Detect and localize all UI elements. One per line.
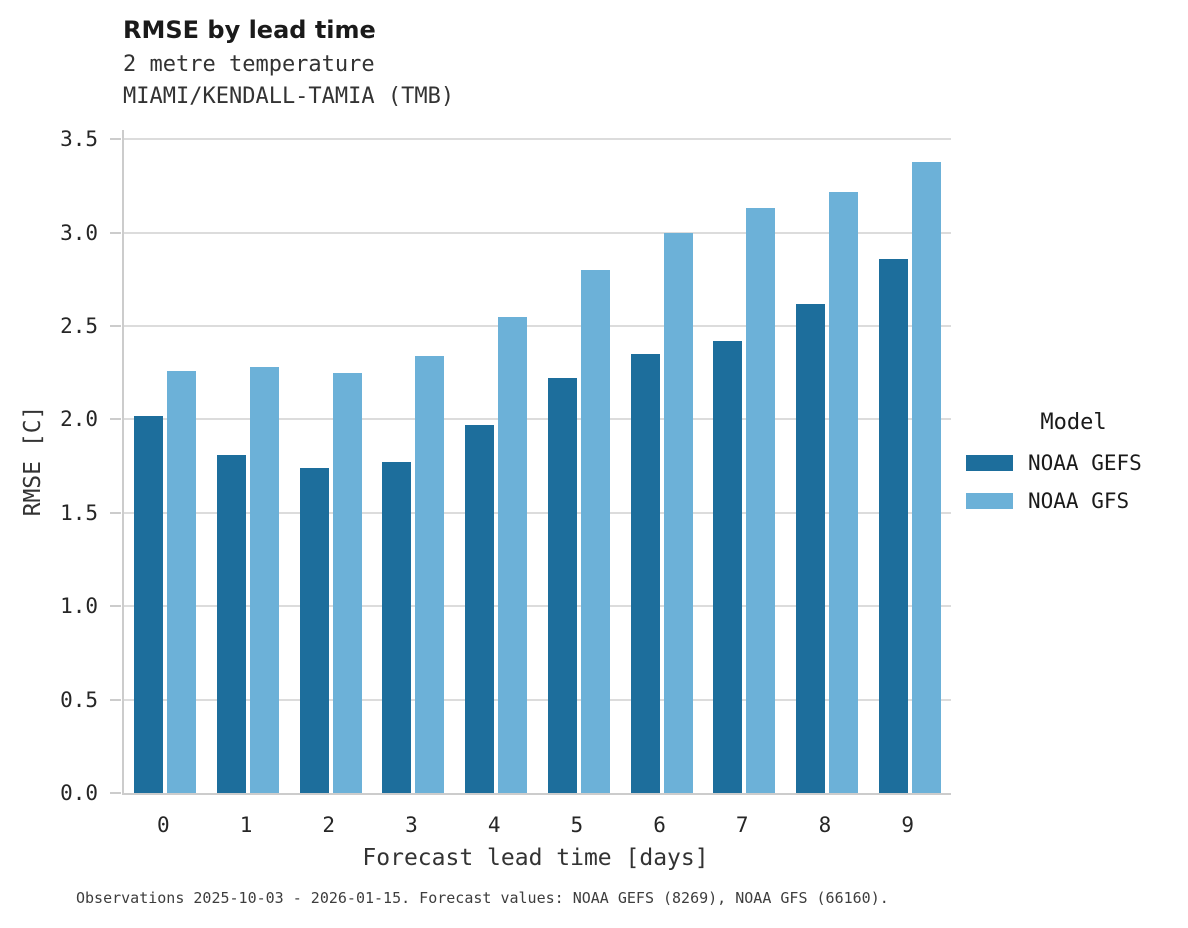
bar-noaa-gfs-day-6 bbox=[663, 232, 693, 793]
bar-group-day-2 bbox=[289, 130, 372, 793]
x-tick-label-6: 6 bbox=[653, 813, 666, 837]
bar-noaa-gefs-day-2 bbox=[299, 468, 329, 793]
bar-noaa-gefs-day-9 bbox=[878, 258, 908, 793]
bar-group-day-9 bbox=[868, 130, 951, 793]
bar-noaa-gfs-day-3 bbox=[415, 356, 445, 793]
bar-group-day-1 bbox=[207, 130, 290, 793]
x-tick-label-9: 9 bbox=[901, 813, 914, 837]
y-tick-label-2.0: 2.0 bbox=[60, 407, 98, 432]
gridline-y-0.5 bbox=[124, 698, 951, 701]
bar-noaa-gfs-day-2 bbox=[332, 372, 362, 793]
chart-title: RMSE by lead time bbox=[123, 16, 376, 44]
bar-noaa-gfs-day-8 bbox=[828, 191, 858, 793]
bar-group-day-7 bbox=[703, 130, 786, 793]
y-tick-label-0.5: 0.5 bbox=[60, 687, 98, 712]
bar-noaa-gefs-day-3 bbox=[382, 462, 412, 793]
bar-group-day-4 bbox=[455, 130, 538, 793]
x-tick-label-7: 7 bbox=[735, 813, 749, 837]
gridline-y-2.5 bbox=[124, 325, 951, 328]
gridline-y-2.0 bbox=[124, 418, 951, 421]
y-tick-mark-2.5 bbox=[110, 325, 121, 328]
x-tick-label-0: 0 bbox=[157, 813, 170, 837]
legend-label-noaa-gefs: NOAA GEFS bbox=[1028, 451, 1142, 475]
bar-group-day-8 bbox=[786, 130, 869, 793]
x-tick-label-1: 1 bbox=[239, 813, 253, 837]
bar-noaa-gfs-day-1 bbox=[250, 367, 280, 793]
x-tick-label-4: 4 bbox=[487, 813, 501, 837]
y-tick-label-3.0: 3.0 bbox=[60, 220, 98, 245]
y-tick-mark-3.0 bbox=[110, 231, 121, 234]
x-tick-label-3: 3 bbox=[405, 813, 418, 837]
legend-entry-noaa-gefs: NOAA GEFS bbox=[966, 451, 1181, 475]
bar-noaa-gefs-day-0 bbox=[134, 415, 164, 793]
chart-subtitle-station: MIAMI/KENDALL-TAMIA (TMB) bbox=[123, 84, 455, 109]
bar-noaa-gfs-day-9 bbox=[911, 161, 941, 793]
legend-swatch-noaa-gefs bbox=[966, 455, 1013, 471]
y-tick-mark-0.5 bbox=[110, 698, 121, 701]
y-tick-label-2.5: 2.5 bbox=[60, 314, 98, 339]
bar-group-day-5 bbox=[538, 130, 621, 793]
y-tick-label-0.0: 0.0 bbox=[60, 781, 98, 805]
bar-noaa-gfs-day-0 bbox=[167, 370, 197, 793]
bar-noaa-gefs-day-6 bbox=[630, 354, 660, 793]
bar-noaa-gefs-day-4 bbox=[465, 425, 495, 793]
y-tick-mark-3.5 bbox=[110, 138, 121, 141]
bar-noaa-gefs-day-7 bbox=[713, 341, 743, 793]
bar-noaa-gefs-day-5 bbox=[547, 378, 577, 793]
legend-label-noaa-gfs: NOAA GFS bbox=[1028, 489, 1130, 513]
x-tick-label-2: 2 bbox=[322, 813, 336, 837]
legend-entry-noaa-gfs: NOAA GFS bbox=[966, 489, 1181, 513]
bar-noaa-gefs-day-1 bbox=[217, 455, 247, 793]
gridline-y-3.5 bbox=[124, 138, 951, 141]
y-tick-mark-1.5 bbox=[110, 511, 121, 514]
y-tick-label-3.5: 3.5 bbox=[60, 127, 98, 152]
chart-subtitle-variable: 2 metre temperature bbox=[123, 52, 375, 77]
bar-noaa-gefs-day-8 bbox=[795, 303, 825, 793]
legend-title: Model bbox=[1040, 410, 1107, 435]
bar-noaa-gfs-day-4 bbox=[498, 316, 528, 793]
gridline-y-1.5 bbox=[124, 511, 951, 514]
gridline-y-3.0 bbox=[124, 231, 951, 234]
bar-group-day-3 bbox=[372, 130, 455, 793]
legend-swatch-noaa-gfs bbox=[966, 493, 1013, 509]
y-tick-mark-0.0 bbox=[110, 792, 121, 794]
bar-noaa-gfs-day-7 bbox=[746, 208, 776, 793]
x-tick-label-5: 5 bbox=[570, 813, 584, 837]
y-tick-label-1.5: 1.5 bbox=[60, 500, 98, 525]
legend: Model NOAA GEFS NOAA GFS bbox=[966, 410, 1181, 527]
gridline-y-1.0 bbox=[124, 605, 951, 608]
bar-groups bbox=[124, 130, 951, 793]
x-axis-title: Forecast lead time [days] bbox=[362, 845, 709, 871]
footer-caption: Observations 2025-10-03 - 2026-01-15. Fo… bbox=[76, 889, 889, 907]
y-tick-mark-2.0 bbox=[110, 418, 121, 421]
bar-group-day-0 bbox=[124, 130, 207, 793]
y-tick-label-1.0: 1.0 bbox=[60, 594, 98, 619]
y-tick-mark-1.0 bbox=[110, 605, 121, 608]
x-tick-label-8: 8 bbox=[818, 813, 832, 837]
bar-group-day-6 bbox=[620, 130, 703, 793]
bar-noaa-gfs-day-5 bbox=[580, 270, 610, 793]
plot-area bbox=[122, 130, 951, 795]
